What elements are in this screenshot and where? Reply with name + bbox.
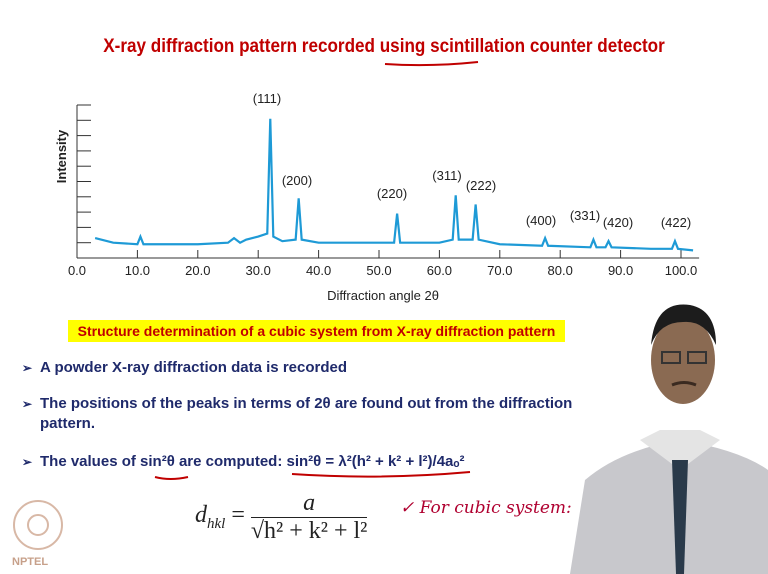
slide-title: X-ray diffraction pattern recorded using… <box>103 36 665 57</box>
peak-label: (220) <box>377 186 407 201</box>
formula-lhs: d <box>195 502 207 529</box>
formula: dhkl = a √h² + k² + l² <box>195 490 368 544</box>
underline <box>384 61 479 67</box>
peak-label: (200) <box>282 173 312 188</box>
x-tick-label: 0.0 <box>68 263 86 278</box>
peak-label: (311) <box>432 168 461 183</box>
y-axis-label: Intensity <box>54 129 69 183</box>
x-tick-label: 20.0 <box>185 263 210 278</box>
x-tick-label: 30.0 <box>246 263 271 278</box>
peak-label: (222) <box>466 178 496 193</box>
handwritten-note: ✓ For cubic system: <box>400 498 572 518</box>
peak-label: (400) <box>526 213 556 228</box>
formula-num: a <box>250 490 368 518</box>
x-tick-label: 40.0 <box>306 263 331 278</box>
peak-label: (420) <box>603 215 633 230</box>
logo-mark <box>13 500 63 550</box>
data-line <box>94 118 694 252</box>
bullet: A powder X-ray diffraction data is recor… <box>22 358 600 378</box>
underline <box>291 471 471 478</box>
x-tick-label: 10.0 <box>125 263 150 278</box>
x-tick-label: 80.0 <box>548 263 573 278</box>
peak-label: (331) <box>570 208 600 223</box>
presenter <box>570 304 768 574</box>
x-tick-label: 60.0 <box>427 263 452 278</box>
x-tick-label: 70.0 <box>487 263 512 278</box>
bullet: The values of sin²θ are computed: sin²θ … <box>22 452 600 472</box>
bullet: The positions of the peaks in terms of 2… <box>22 394 600 434</box>
highlight-box: Structure determination of a cubic syste… <box>68 320 565 342</box>
underline <box>154 476 189 480</box>
x-tick-label: 100.0 <box>665 263 698 278</box>
chart: 0.0 10.0 20.0 30.0 40.0 50.0 60.0 70.0 80.0 90.0 1… <box>54 91 700 303</box>
logo: NPTEL <box>12 556 49 568</box>
formula-den: h² + k² + l² <box>264 517 368 544</box>
x-axis-label: Diffraction angle 2θ <box>327 288 439 303</box>
formula-sub: hkl <box>207 515 226 532</box>
peak-label: (111) <box>253 91 281 106</box>
x-tick-label: 90.0 <box>608 263 633 278</box>
x-tick-label: 50.0 <box>366 263 391 278</box>
peak-label: (422) <box>661 215 691 230</box>
